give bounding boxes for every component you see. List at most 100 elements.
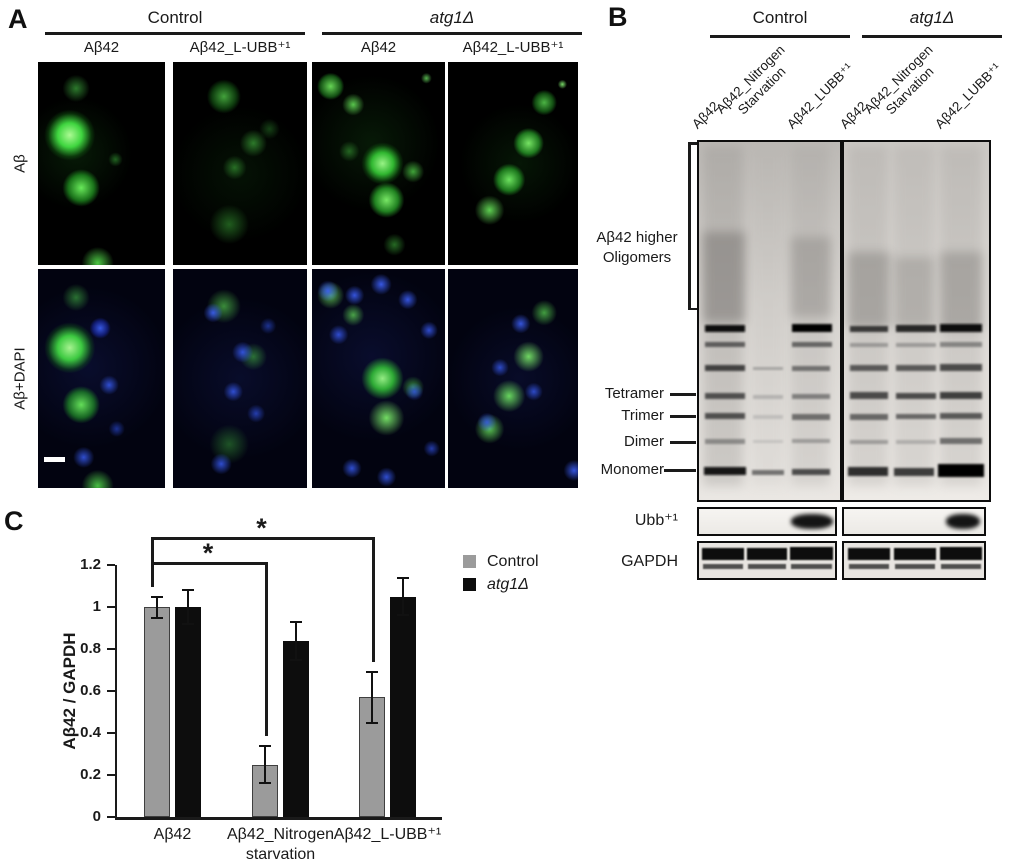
band-line-trimer	[670, 415, 696, 418]
sig-bracket-line	[151, 537, 375, 540]
micrograph-control-lubb-ab	[173, 62, 307, 265]
y-tick	[106, 689, 115, 693]
ubb-blot-atg1	[842, 507, 986, 536]
probe-label-ubb: Ubb⁺¹	[634, 512, 678, 529]
y-tick-label: 0.2	[80, 766, 101, 783]
band-label-dimer: Dimer	[624, 433, 664, 450]
panel-a-row-label-ab-dapi: Aβ+DAPI	[11, 347, 29, 410]
y-tick-label: 0.8	[80, 640, 101, 657]
y-tick-label: 1.2	[80, 556, 101, 573]
scale-bar	[44, 457, 65, 462]
sig-star: *	[256, 513, 267, 543]
bar-chart: 0 0.2 0.4 0.6 0.8 1 1.2 Aβ42 / GAPDH Aβ42 Aβ42_Ni…	[0, 512, 570, 859]
error-bar-cap	[290, 658, 302, 661]
error-bar-cap	[397, 614, 409, 617]
ubb-band	[791, 514, 833, 529]
y-tick-label: 0	[92, 808, 101, 825]
panel-a-row-label-ab: Aβ	[11, 154, 29, 173]
y-tick	[106, 647, 115, 651]
y-tick-label: 1	[92, 598, 101, 615]
probe-label-gapdh: GAPDH	[621, 553, 678, 570]
panel-a-col-label-4: Aβ42_L-UBB⁺¹	[462, 39, 564, 56]
panel-a-label: A	[8, 4, 28, 34]
error-bar-cap	[290, 620, 302, 623]
oligomer-bracket-top	[688, 142, 698, 145]
bar	[283, 640, 309, 817]
panel-c-label: C	[4, 506, 24, 536]
band-line-tetramer	[670, 393, 696, 396]
western-blot-atg1	[842, 140, 991, 502]
ubb-blot-control	[697, 507, 837, 536]
sig-bracket-leg	[372, 537, 375, 663]
error-bar-line	[187, 590, 189, 624]
x-category-label: Aβ42_Nitrogen starvation	[226, 826, 335, 859]
micrograph-atg1-lubb-dapi	[448, 269, 578, 488]
panel-a-col-label-1: Aβ42	[83, 39, 120, 56]
error-bar-cap	[151, 595, 163, 598]
sig-bracket-leg	[151, 537, 154, 587]
band-line-dimer	[670, 441, 696, 444]
y-tick	[106, 563, 115, 567]
error-bar-line	[295, 621, 297, 660]
micrograph-control-ab42-dapi	[38, 269, 165, 488]
error-bar-line	[402, 577, 404, 616]
sig-bracket-leg	[265, 562, 268, 736]
error-bar-line	[156, 596, 158, 618]
sig-star: *	[202, 538, 214, 568]
legend-label: atg1Δ	[487, 576, 529, 593]
y-axis-title: Aβ42 / GAPDH	[60, 632, 79, 750]
band-label-trimer: Trimer	[621, 407, 664, 424]
ubb-band	[946, 514, 980, 529]
band-line-monomer	[664, 469, 696, 472]
micrograph-atg1-ab42-ab	[312, 62, 445, 265]
error-bar-line	[264, 745, 266, 784]
panel-b-header-control: Control	[752, 8, 808, 27]
lane-label-6: Aβ42_LUBB⁺¹	[932, 60, 1004, 132]
x-category-label: Aβ42	[153, 826, 192, 843]
panel-a-header-control: Control	[147, 8, 203, 27]
error-bar-cap	[366, 671, 378, 674]
error-bar-cap	[259, 782, 271, 785]
band-label-monomer: Monomer	[600, 461, 664, 478]
bar	[144, 607, 170, 817]
y-tick-label: 0.6	[80, 682, 101, 699]
error-bar-line	[371, 672, 373, 723]
micrograph-control-lubb-dapi	[173, 269, 307, 488]
gapdh-blot-control	[697, 541, 837, 580]
error-bar-cap	[366, 721, 378, 724]
y-tick	[106, 605, 115, 609]
micrograph-atg1-ab42-dapi	[312, 269, 445, 488]
sig-bracket-line	[151, 562, 268, 565]
panel-a-col-label-2: Aβ42_L-UBB⁺¹	[189, 39, 291, 56]
panel-a-col-label-3: Aβ42	[360, 39, 397, 56]
panel-b-header-atg1: atg1Δ	[909, 8, 955, 27]
panel-b-underline-atg1	[862, 35, 1002, 38]
legend-swatch	[463, 555, 476, 568]
panel-a-header-atg1: atg1Δ	[429, 8, 475, 27]
error-bar-cap	[259, 744, 271, 747]
error-bar-cap	[397, 576, 409, 579]
x-axis	[114, 817, 442, 820]
panel-a-underline-atg1	[322, 32, 582, 35]
y-tick	[106, 815, 115, 819]
panel-b-label: B	[608, 2, 628, 32]
band-label-tetramer: Tetramer	[604, 385, 664, 402]
micrograph-atg1-lubb-ab	[448, 62, 578, 265]
oligomer-bracket-bottom	[688, 307, 698, 310]
western-blot-control	[697, 140, 842, 502]
x-category-label: Aβ42_L-UBB⁺¹	[333, 826, 442, 843]
legend-swatch	[463, 578, 476, 591]
panel-b-underline-control	[710, 35, 850, 38]
oligomer-label: Aβ42 higher Oligomers	[596, 229, 678, 266]
oligomer-bracket	[688, 142, 691, 310]
y-tick	[106, 773, 115, 777]
y-axis	[114, 565, 117, 820]
panel-a-underline-control	[45, 32, 305, 35]
micrograph-control-ab42-ab	[38, 62, 165, 265]
error-bar-cap	[182, 589, 194, 592]
error-bar-cap	[151, 616, 163, 619]
bar	[390, 596, 416, 817]
legend-label: Control	[487, 553, 539, 570]
error-bar-cap	[182, 622, 194, 625]
